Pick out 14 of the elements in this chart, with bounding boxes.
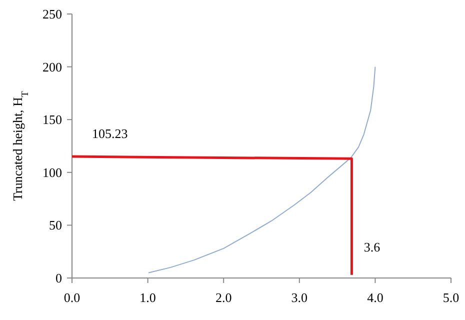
y-tick-label: 100 — [42, 164, 62, 180]
x-tick-label: 0.0 — [64, 290, 80, 305]
annotation: 3.6 — [364, 240, 381, 255]
y-tick-label: 250 — [42, 6, 62, 22]
y-tick-label: 50 — [49, 218, 62, 233]
y-tick-label: 200 — [42, 59, 62, 74]
x-tick-label: 4.0 — [367, 290, 384, 305]
x-tick-label: 3.0 — [291, 290, 308, 305]
x-tick-label: 5.0 — [442, 290, 460, 305]
y-tick-label: 0 — [56, 270, 62, 286]
x-tick-label: 1.0 — [140, 290, 156, 305]
x-tick-label: 2.0 — [215, 290, 232, 305]
annotation: 105.23 — [92, 126, 128, 142]
y-tick-label: 150 — [42, 112, 62, 128]
